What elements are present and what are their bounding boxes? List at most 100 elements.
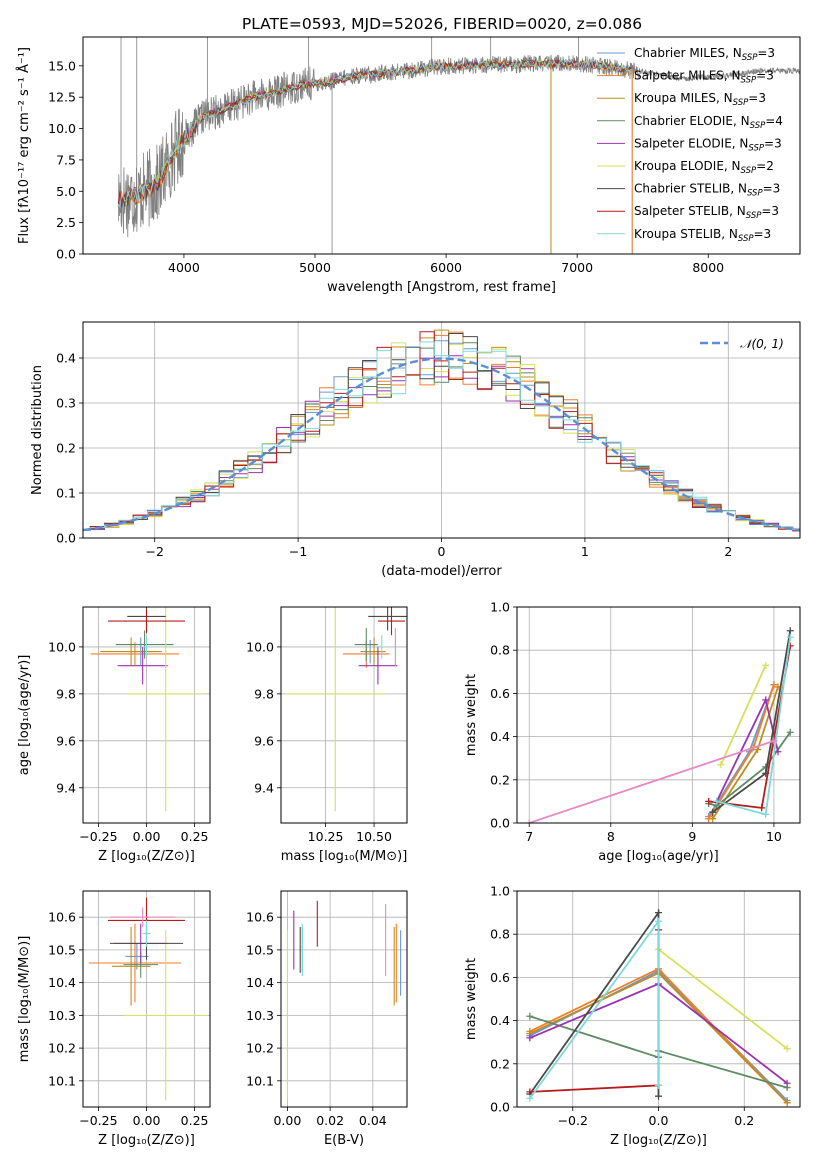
legend-label-normal: 𝒩(0, 1)	[740, 337, 784, 351]
plot-area-residuals	[83, 329, 800, 532]
y-tick-label-3: 0.6	[490, 970, 510, 985]
errorbar-chabrier-elodie	[115, 630, 174, 659]
y-tick-label-4: 10.0	[48, 121, 76, 136]
legend-label-5: Kroupa ELODIE, NSSP=2	[634, 159, 774, 176]
legend-sub: SSP	[747, 189, 763, 199]
errorbar-salpeter-miles	[88, 923, 182, 1003]
legend-tail: =3	[763, 182, 781, 196]
series-marker-kroupa-stelib-2	[786, 633, 794, 641]
y-tick-label-2: 10.3	[48, 1008, 76, 1023]
plot-area-age_vs_Z	[90, 607, 205, 812]
legend-text: Salpeter STELIB, N	[634, 204, 746, 218]
x-tick-label-3: 7000	[561, 260, 593, 275]
y-tick-label-3: 10.4	[48, 975, 76, 990]
series-marker-chabrier-stelib-0	[709, 808, 717, 816]
legend-label-2: Kroupa MILES, NSSP=3	[634, 91, 766, 108]
y-tick-label-5: 1.0	[490, 600, 510, 615]
errorbar-kroupa-elodie	[127, 607, 205, 812]
x-tick-label-2: 9	[688, 829, 696, 844]
errorbar-kroupa-stelib	[377, 635, 386, 659]
errorbar-chabrier-miles	[125, 943, 149, 970]
x-tick-label-2: 0.25	[181, 829, 209, 844]
series-marker-salpeter-elodie-2	[783, 1079, 791, 1087]
y-tick-label-1: 9.6	[56, 733, 76, 748]
x-axis-label: E(B-V)	[324, 1133, 364, 1148]
y-tick-label-5: 1.0	[490, 884, 510, 899]
x-tick-label-2: 0.2	[734, 1113, 754, 1128]
y-tick-label-4: 0.4	[56, 351, 76, 366]
x-tick-label-1: 5000	[299, 260, 331, 275]
x-tick-label-0: −0.2	[558, 1113, 588, 1128]
axes-frame	[280, 606, 408, 824]
series-marker-salpeter-elodie-1	[762, 696, 770, 704]
series-marker-kroupa-miles-0	[709, 815, 717, 823]
x-tick-label-1: 0.02	[316, 1113, 344, 1128]
x-tick-label-2: 0.04	[359, 1113, 387, 1128]
errorbar-salpeter-miles	[90, 642, 180, 666]
y-axis-label: mass [log₁₀(M/M⊙)]	[17, 936, 32, 1063]
y-tick-label-1: 9.6	[254, 733, 274, 748]
legend-text: Chabrier MILES, N	[634, 46, 742, 60]
y-tick-label-3: 10.0	[48, 639, 76, 654]
y-tick-label-0: 9.4	[254, 780, 274, 795]
legend-text: Kroupa MILES, N	[634, 91, 733, 105]
series-line-kroupa-elodie	[720, 664, 767, 766]
plot-area-spectrum	[117, 37, 800, 254]
series-marker-chabrier-stelib-2	[655, 1092, 662, 1100]
legend-sub: SSP	[741, 166, 757, 176]
y-tick-label-0: 0.0	[490, 816, 510, 831]
series-line-chabrier-stelib	[529, 909, 660, 1097]
panel-age_vs_mass: 10.25 10.50 9.4 9.6 9.8 10.0 mass [log₁₀(M/M⊙)…	[246, 606, 408, 864]
legend-label-3: Chabrier ELODIE, NSSP=4	[634, 114, 783, 131]
series-marker-kroupa-stelib-0	[526, 1094, 534, 1102]
x-tick-label-3: 10	[766, 829, 782, 844]
series-marker-kroupa-elodie-0	[717, 761, 725, 769]
legend-sub: SSP	[748, 143, 764, 153]
panel-mass_vs_Z: −0.25 0.00 0.25 10.1 10.2 10.3 10.4 10.5 10.6 Z […	[17, 890, 211, 1148]
series-marker-kroupa-miles-2	[783, 1099, 791, 1107]
y-axis-label: mass weight	[464, 958, 479, 1040]
series-marker-salpeter-stelib-0	[705, 797, 713, 805]
model-line-salpeter-stelib	[117, 59, 632, 207]
x-tick-label-4: 8000	[692, 260, 724, 275]
x-tick-label-0: 4000	[168, 260, 200, 275]
legend-sub: SSP	[733, 98, 749, 108]
panel-age_vs_Z: −0.25 0.00 0.25 9.4 9.6 9.8 10.0 Z [log₁₀(Z/Z⊙)…	[17, 606, 211, 864]
legend-tail: =4	[765, 114, 783, 128]
errorbar-kroupa-stelib	[142, 920, 151, 947]
x-tick-label-1: −1	[289, 544, 307, 559]
legend-label-8: Kroupa STELIB, NSSP=3	[634, 227, 771, 244]
x-axis-label: mass [log₁₀(M/M⊙)]	[281, 849, 408, 864]
series-line-extra-pink	[528, 740, 775, 823]
axes-frame	[82, 321, 801, 539]
x-axis-label: wavelength [Angstrom, rest frame]	[327, 280, 556, 295]
y-tick-label-2: 9.8	[56, 686, 76, 701]
errorbar-kroupa-miles	[100, 637, 162, 666]
y-axis-label: Flux [fλ10⁻¹⁷ erg cm⁻² s⁻¹ Å⁻¹]	[16, 47, 32, 244]
errorbar-salpeter-elodie	[117, 646, 168, 685]
x-tick-label-1: 0.00	[133, 1113, 161, 1128]
series-marker-kroupa-elodie-1	[762, 661, 770, 669]
series-marker-salpeter-elodie-2	[774, 748, 782, 756]
plot-area-mass_weight_vs_age	[525, 627, 794, 823]
series-marker-chabrier-elodie-3	[786, 728, 794, 736]
axes-frame	[82, 36, 801, 255]
legend-sub: SSP	[746, 211, 762, 221]
y-tick-label-3: 7.5	[56, 152, 76, 167]
x-tick-label-0: −0.25	[79, 1113, 117, 1128]
plot-area-mass_weight_vs_Z	[526, 909, 791, 1107]
plot-area-age_vs_mass	[284, 607, 407, 812]
series-marker-kroupa-elodie-1	[783, 1045, 791, 1053]
series-marker-chabrier-stelib-2	[786, 627, 794, 635]
legend-text: Kroupa STELIB, N	[634, 227, 738, 241]
errorbar-salpeter-stelib	[377, 607, 406, 636]
y-tick-label-4: 10.5	[48, 942, 76, 957]
series-marker-chabrier-elodie-0	[526, 1012, 534, 1020]
y-tick-label-2: 0.4	[490, 729, 510, 744]
x-axis-label: age [log₁₀(age/yr)]	[598, 849, 719, 864]
y-tick-label-2: 10.3	[246, 1008, 274, 1023]
x-axis-label: Z [log₁₀(Z/Z⊙)]	[98, 849, 195, 864]
axes-frame	[516, 606, 801, 824]
errorbar-kroupa-stelib	[142, 637, 151, 657]
